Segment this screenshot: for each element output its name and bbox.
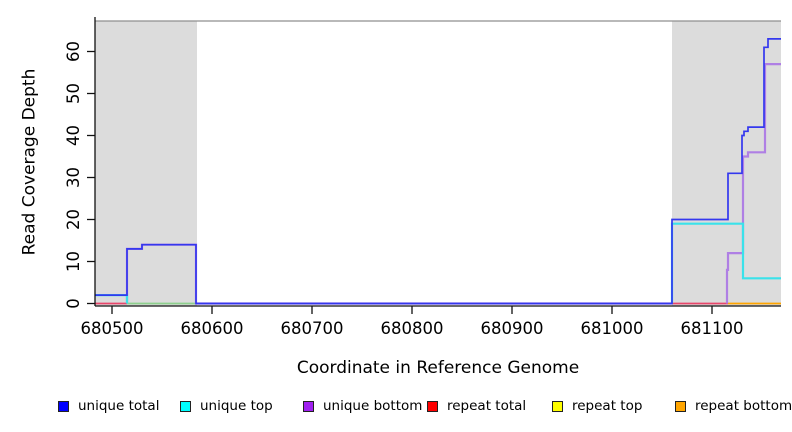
series-line-unique-bottom xyxy=(125,243,672,305)
y-tick-label: 30 xyxy=(64,167,83,188)
y-tick-label: 0 xyxy=(64,298,83,309)
y-axis-title: Read Coverage Depth xyxy=(19,68,40,256)
x-tick-label: 680900 xyxy=(481,319,544,338)
y-tick-label: 60 xyxy=(64,41,83,62)
series-line-unique-bottom xyxy=(725,62,781,304)
y-tick-label: 40 xyxy=(64,125,83,146)
x-tick-label: 680800 xyxy=(381,319,444,338)
y-axis-title-wrap: Read Coverage Depth xyxy=(12,17,46,307)
x-tick-label: 681000 xyxy=(581,319,644,338)
x-axis-title: Coordinate in Reference Genome xyxy=(296,358,580,378)
x-tick-label: 680700 xyxy=(281,319,344,338)
repeat-region xyxy=(95,21,197,306)
series-line-unique-total xyxy=(95,38,781,305)
x-tick-label: 680600 xyxy=(181,319,244,338)
x-tick-label: 680500 xyxy=(81,319,144,338)
y-tick-label: 20 xyxy=(64,209,83,230)
y-tick-label: 50 xyxy=(64,83,83,104)
x-tick-label: 681100 xyxy=(681,319,744,338)
repeat-region xyxy=(672,21,781,306)
y-tick-label: 10 xyxy=(64,251,83,272)
